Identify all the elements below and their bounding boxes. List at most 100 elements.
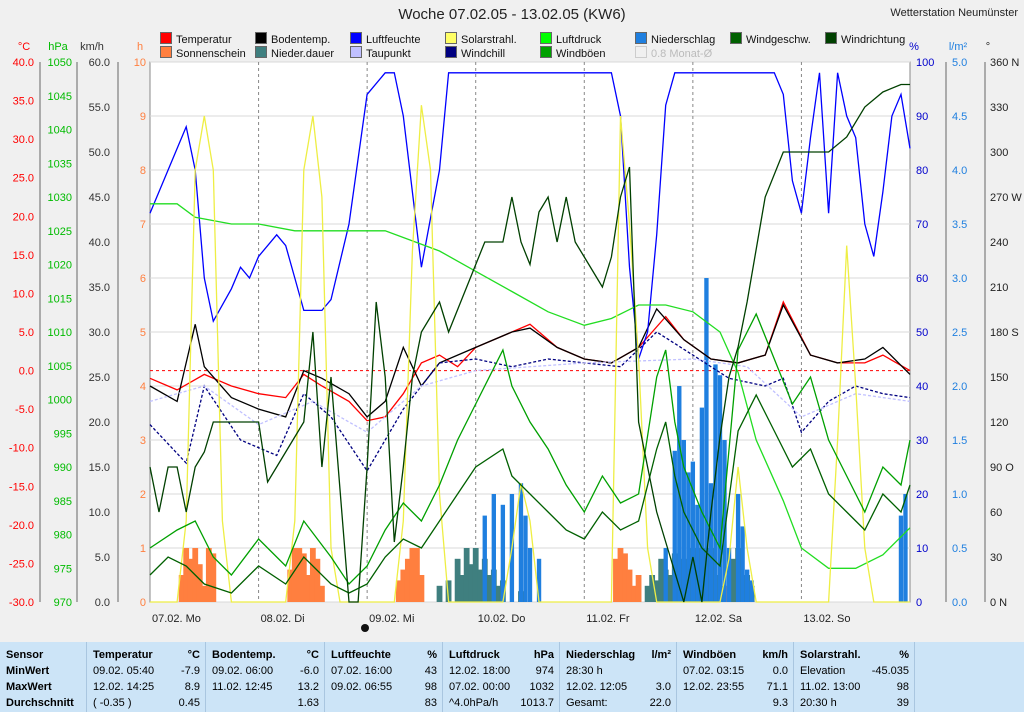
legend-label: Luftdruck bbox=[556, 34, 602, 46]
bar-sonnenschein bbox=[296, 548, 303, 602]
tick-label-hours: 0 bbox=[140, 597, 146, 609]
tick-label-hours: 4 bbox=[140, 381, 146, 393]
tick-label-pressure: 1000 bbox=[48, 395, 72, 407]
tick-label-wind: 45.0 bbox=[89, 192, 110, 204]
bar-nieder-dauer bbox=[468, 564, 475, 602]
stats-panel-title: Solarstrahl. bbox=[800, 649, 861, 661]
stats-panel-title: Temperatur bbox=[93, 649, 153, 661]
stats-row-value: 39 bbox=[896, 697, 909, 709]
bar-sonnenschein bbox=[187, 558, 194, 602]
bar-niederschlag bbox=[518, 483, 524, 602]
legend-swatch bbox=[635, 46, 647, 58]
tick-label-pressure: 970 bbox=[54, 597, 72, 609]
stats-row-date: 12.02. 14:25 bbox=[93, 681, 155, 693]
stats-panel-unit: % bbox=[899, 649, 909, 661]
stats-row: 11.02. 13:00 98 bbox=[794, 679, 914, 695]
series-line-taupunkt bbox=[149, 358, 911, 434]
axis-unit-humidity: % bbox=[909, 41, 919, 53]
x-tick-label: 11.02. Fr bbox=[586, 613, 630, 625]
bar-nieder-dauer bbox=[486, 575, 493, 602]
legend-swatch bbox=[350, 46, 362, 58]
stats-panel-title: Bodentemp. bbox=[212, 649, 276, 661]
bar-sonnenschein bbox=[631, 585, 637, 602]
stats-panel: Luftfeuchte% 07.02. 16:00 43 09.02. 06:55 98… bbox=[325, 642, 443, 712]
tick-label-humidity: 50 bbox=[916, 327, 928, 339]
tick-label-direction: 300 bbox=[990, 147, 1008, 159]
legend-label: Bodentemp. bbox=[271, 34, 331, 46]
stats-panel: Solarstrahl.% Elevation -45.035 11.02. 13:0… bbox=[794, 642, 915, 712]
stats-panel-unit: % bbox=[427, 649, 437, 661]
tick-label-direction: 60 bbox=[990, 507, 1002, 519]
tick-label-direction: 180 S bbox=[990, 327, 1019, 339]
stats-row-date: 09.02. 05:40 bbox=[93, 665, 155, 677]
bar-sonnenschein bbox=[400, 569, 407, 602]
legend-label: Luftfeuchte bbox=[366, 34, 421, 46]
legend-item: Niederschlag bbox=[635, 32, 715, 46]
stats-row: MinWert bbox=[0, 663, 86, 679]
stats-row-value: 22.0 bbox=[649, 697, 671, 709]
legend-swatch bbox=[635, 32, 647, 44]
stats-row-value: 13.2 bbox=[297, 681, 319, 693]
tick-label-direction: 270 W bbox=[990, 192, 1022, 204]
legend-item: Windböen bbox=[540, 46, 606, 60]
tick-label-pressure: 1005 bbox=[48, 361, 72, 373]
legend-item: Luftfeuchte bbox=[350, 32, 420, 46]
tick-label-direction: 330 bbox=[990, 102, 1008, 114]
bar-niederschlag bbox=[722, 440, 727, 602]
stats-row: Elevation -45.035 bbox=[794, 663, 914, 679]
bar-niederschlag bbox=[482, 515, 487, 602]
stats-panel-title: Sensor bbox=[6, 649, 44, 661]
bar-niederschlag bbox=[735, 494, 741, 602]
stats-row-date: 07.02. 03:15 bbox=[683, 665, 745, 677]
stats-row-value: 1.63 bbox=[297, 697, 319, 709]
legend-item: Windchill bbox=[445, 46, 505, 60]
bar-sonnenschein bbox=[201, 585, 208, 602]
stats-row: 28:30 h bbox=[560, 663, 676, 679]
legend-swatch bbox=[350, 32, 362, 44]
tick-label-humidity: 40 bbox=[916, 381, 928, 393]
bar-niederschlag bbox=[491, 494, 496, 602]
stats-panel-unit: l/m² bbox=[651, 649, 671, 661]
bar-nieder-dauer bbox=[644, 585, 651, 602]
series-line-windb-en bbox=[149, 312, 911, 586]
bar-sonnenschein bbox=[626, 569, 633, 602]
tick-label-humidity: 30 bbox=[916, 435, 928, 447]
tick-label-humidity: 90 bbox=[916, 111, 928, 123]
stats-row: 1.63 bbox=[206, 695, 324, 711]
stats-panel: Windböen km/h 07.02. 03:15 0.0 12.02. 23:55 7… bbox=[677, 642, 794, 712]
stats-row-date: Gesamt: bbox=[566, 697, 608, 709]
tick-label-temp: 10.0 bbox=[13, 288, 34, 300]
bar-sonnenschein bbox=[210, 553, 217, 602]
stats-row: 07.02. 16:00 43 bbox=[325, 663, 442, 679]
stats-row-value: 71.1 bbox=[766, 681, 788, 693]
stats-row: Gesamt: 22.0 bbox=[560, 695, 676, 711]
tick-label-wind: 55.0 bbox=[89, 102, 110, 114]
tick-label-hours: 10 bbox=[134, 57, 146, 69]
bar-sonnenschein bbox=[395, 580, 402, 602]
legend-item: Luftdruck bbox=[540, 32, 601, 46]
x-tick-label: 12.02. Sa bbox=[695, 613, 743, 625]
bar-sonnenschein bbox=[319, 585, 325, 602]
legend-swatch bbox=[255, 32, 267, 44]
tick-label-hours: 2 bbox=[140, 489, 146, 501]
bar-sonnenschein bbox=[418, 575, 425, 602]
tick-label-hours: 9 bbox=[140, 111, 146, 123]
bar-niederschlag bbox=[500, 504, 506, 602]
stats-panel-title: Windböen bbox=[683, 649, 737, 661]
tick-label-hours: 5 bbox=[140, 327, 146, 339]
tick-label-pressure: 990 bbox=[54, 462, 72, 474]
stats-row-date: 09.02. 06:00 bbox=[212, 665, 274, 677]
stats-panel-title: Luftdruck bbox=[449, 649, 500, 661]
legend-label: Windchill bbox=[461, 48, 506, 60]
tick-label-rain: 5.0 bbox=[952, 57, 967, 69]
legend-label: Windgeschw. bbox=[746, 34, 811, 46]
stats-row: ^4.0hPa/h 1013.7 bbox=[443, 695, 559, 711]
tick-label-wind: 0.0 bbox=[95, 597, 110, 609]
tick-label-temp: -15.0 bbox=[9, 481, 34, 493]
bar-nieder-dauer bbox=[653, 580, 660, 602]
tick-label-humidity: 100 bbox=[916, 57, 934, 69]
tick-label-hours: 6 bbox=[140, 273, 146, 285]
tick-label-direction: 0 N bbox=[990, 597, 1007, 609]
stats-row: 12.02. 23:55 71.1 bbox=[677, 679, 793, 695]
tick-label-temp: 35.0 bbox=[13, 96, 34, 108]
